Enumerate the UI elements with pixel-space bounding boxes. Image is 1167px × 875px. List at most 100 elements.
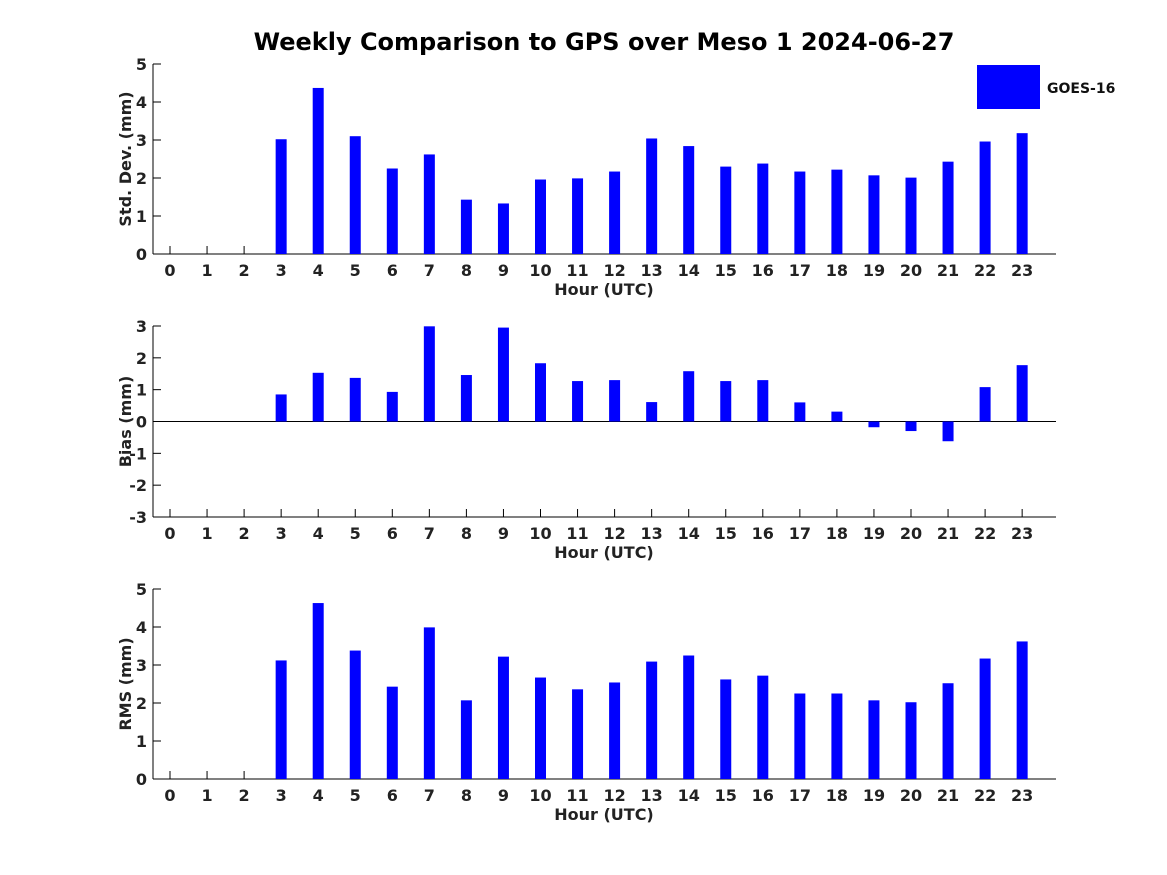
y-axis-label: Bias (mm) — [116, 376, 135, 468]
x-tick-label: 10 — [529, 524, 551, 543]
y-tick-label: 0 — [136, 413, 147, 432]
x-tick-label: 6 — [387, 261, 398, 280]
bar-hour-4 — [312, 87, 324, 254]
bar-hour-13 — [646, 661, 658, 779]
x-tick-label: 20 — [900, 261, 922, 280]
bar-hour-8 — [460, 375, 472, 422]
x-tick-label: 7 — [424, 786, 435, 805]
y-tick-label: 0 — [136, 770, 147, 789]
x-tick-label: 1 — [201, 261, 212, 280]
x-tick-label: 23 — [1011, 261, 1033, 280]
x-tick-label: 3 — [276, 786, 287, 805]
x-tick-label: 8 — [461, 786, 472, 805]
y-tick-label: -3 — [129, 508, 147, 527]
bar-hour-3 — [275, 139, 287, 254]
bar-hour-7 — [423, 326, 435, 422]
x-tick-label: 9 — [498, 261, 509, 280]
legend-swatch-goes-16 — [977, 65, 1040, 109]
bar-hour-17 — [794, 402, 806, 422]
x-tick-label: 20 — [900, 786, 922, 805]
x-tick-label: 10 — [529, 261, 551, 280]
bar-hour-8 — [460, 700, 472, 779]
x-tick-label: 18 — [826, 786, 848, 805]
bar-hour-22 — [979, 387, 991, 422]
x-tick-label: 0 — [164, 524, 175, 543]
x-tick-label: 8 — [461, 261, 472, 280]
x-tick-label: 12 — [603, 524, 625, 543]
bar-hour-3 — [275, 660, 287, 779]
bar-hour-10 — [535, 677, 546, 779]
bar-hour-14 — [683, 146, 695, 254]
bar-hour-23 — [1016, 365, 1028, 422]
x-tick-label: 16 — [752, 524, 774, 543]
x-tick-label: 19 — [863, 524, 885, 543]
y-tick-label: 4 — [136, 618, 147, 637]
bar-hour-10 — [535, 179, 546, 254]
x-tick-label: 7 — [424, 524, 435, 543]
x-tick-label: 23 — [1011, 524, 1033, 543]
x-tick-label: 2 — [239, 261, 250, 280]
bar-hour-10 — [535, 363, 546, 422]
bar-hour-4 — [312, 603, 324, 779]
y-tick-label: 1 — [136, 207, 147, 226]
bar-hour-13 — [646, 402, 658, 422]
y-tick-label: 2 — [136, 349, 147, 368]
bar-hour-11 — [572, 381, 584, 422]
legend: GOES-16 — [977, 65, 1115, 109]
x-tick-label: 3 — [276, 261, 287, 280]
bar-hour-23 — [1016, 133, 1028, 254]
bar-hour-11 — [572, 689, 584, 779]
y-tick-label: 1 — [136, 732, 147, 751]
legend-label: GOES-16 — [1047, 81, 1115, 97]
x-tick-label: 4 — [313, 524, 324, 543]
x-tick-label: 18 — [826, 261, 848, 280]
x-tick-label: 1 — [201, 786, 212, 805]
x-tick-label: 2 — [239, 786, 250, 805]
y-tick-label: 5 — [136, 55, 147, 74]
bar-hour-12 — [609, 380, 621, 422]
bar-hour-21 — [942, 421, 954, 442]
bar-hour-20 — [905, 177, 917, 254]
bar-hour-14 — [683, 371, 695, 422]
bar-hour-17 — [794, 171, 806, 254]
x-tick-label: 16 — [752, 261, 774, 280]
bar-hour-13 — [646, 138, 658, 254]
bar-hour-15 — [720, 166, 732, 254]
bar-hour-5 — [349, 650, 361, 779]
bar-hour-4 — [312, 372, 324, 422]
bar-hour-21 — [942, 161, 954, 254]
x-tick-label: 6 — [387, 786, 398, 805]
x-tick-label: 0 — [164, 786, 175, 805]
y-tick-label: 3 — [136, 131, 147, 150]
x-tick-label: 11 — [566, 261, 588, 280]
x-tick-label: 21 — [937, 261, 959, 280]
x-tick-label: 6 — [387, 524, 398, 543]
x-tick-label: 19 — [863, 786, 885, 805]
x-tick-label: 20 — [900, 524, 922, 543]
y-tick-label: 3 — [136, 317, 147, 336]
bar-hour-9 — [497, 656, 509, 779]
x-tick-label: 0 — [164, 261, 175, 280]
x-tick-label: 3 — [276, 524, 287, 543]
x-tick-label: 13 — [641, 524, 663, 543]
x-tick-label: 5 — [350, 786, 361, 805]
bar-hour-7 — [423, 154, 435, 254]
x-tick-label: 4 — [313, 786, 324, 805]
x-tick-label: 5 — [350, 524, 361, 543]
bar-hour-15 — [720, 381, 732, 422]
bar-hour-3 — [275, 394, 287, 422]
x-tick-label: 15 — [715, 261, 737, 280]
x-tick-label: 7 — [424, 261, 435, 280]
x-tick-label: 4 — [313, 261, 324, 280]
x-tick-label: 1 — [201, 524, 212, 543]
bar-hour-16 — [757, 380, 769, 422]
bar-hour-22 — [979, 141, 991, 254]
y-tick-label: 0 — [136, 245, 147, 264]
x-tick-label: 15 — [715, 786, 737, 805]
x-tick-label: 8 — [461, 524, 472, 543]
x-tick-label: 22 — [974, 524, 996, 543]
x-tick-label: 11 — [566, 786, 588, 805]
x-tick-label: 14 — [678, 786, 700, 805]
x-tick-label: 23 — [1011, 786, 1033, 805]
